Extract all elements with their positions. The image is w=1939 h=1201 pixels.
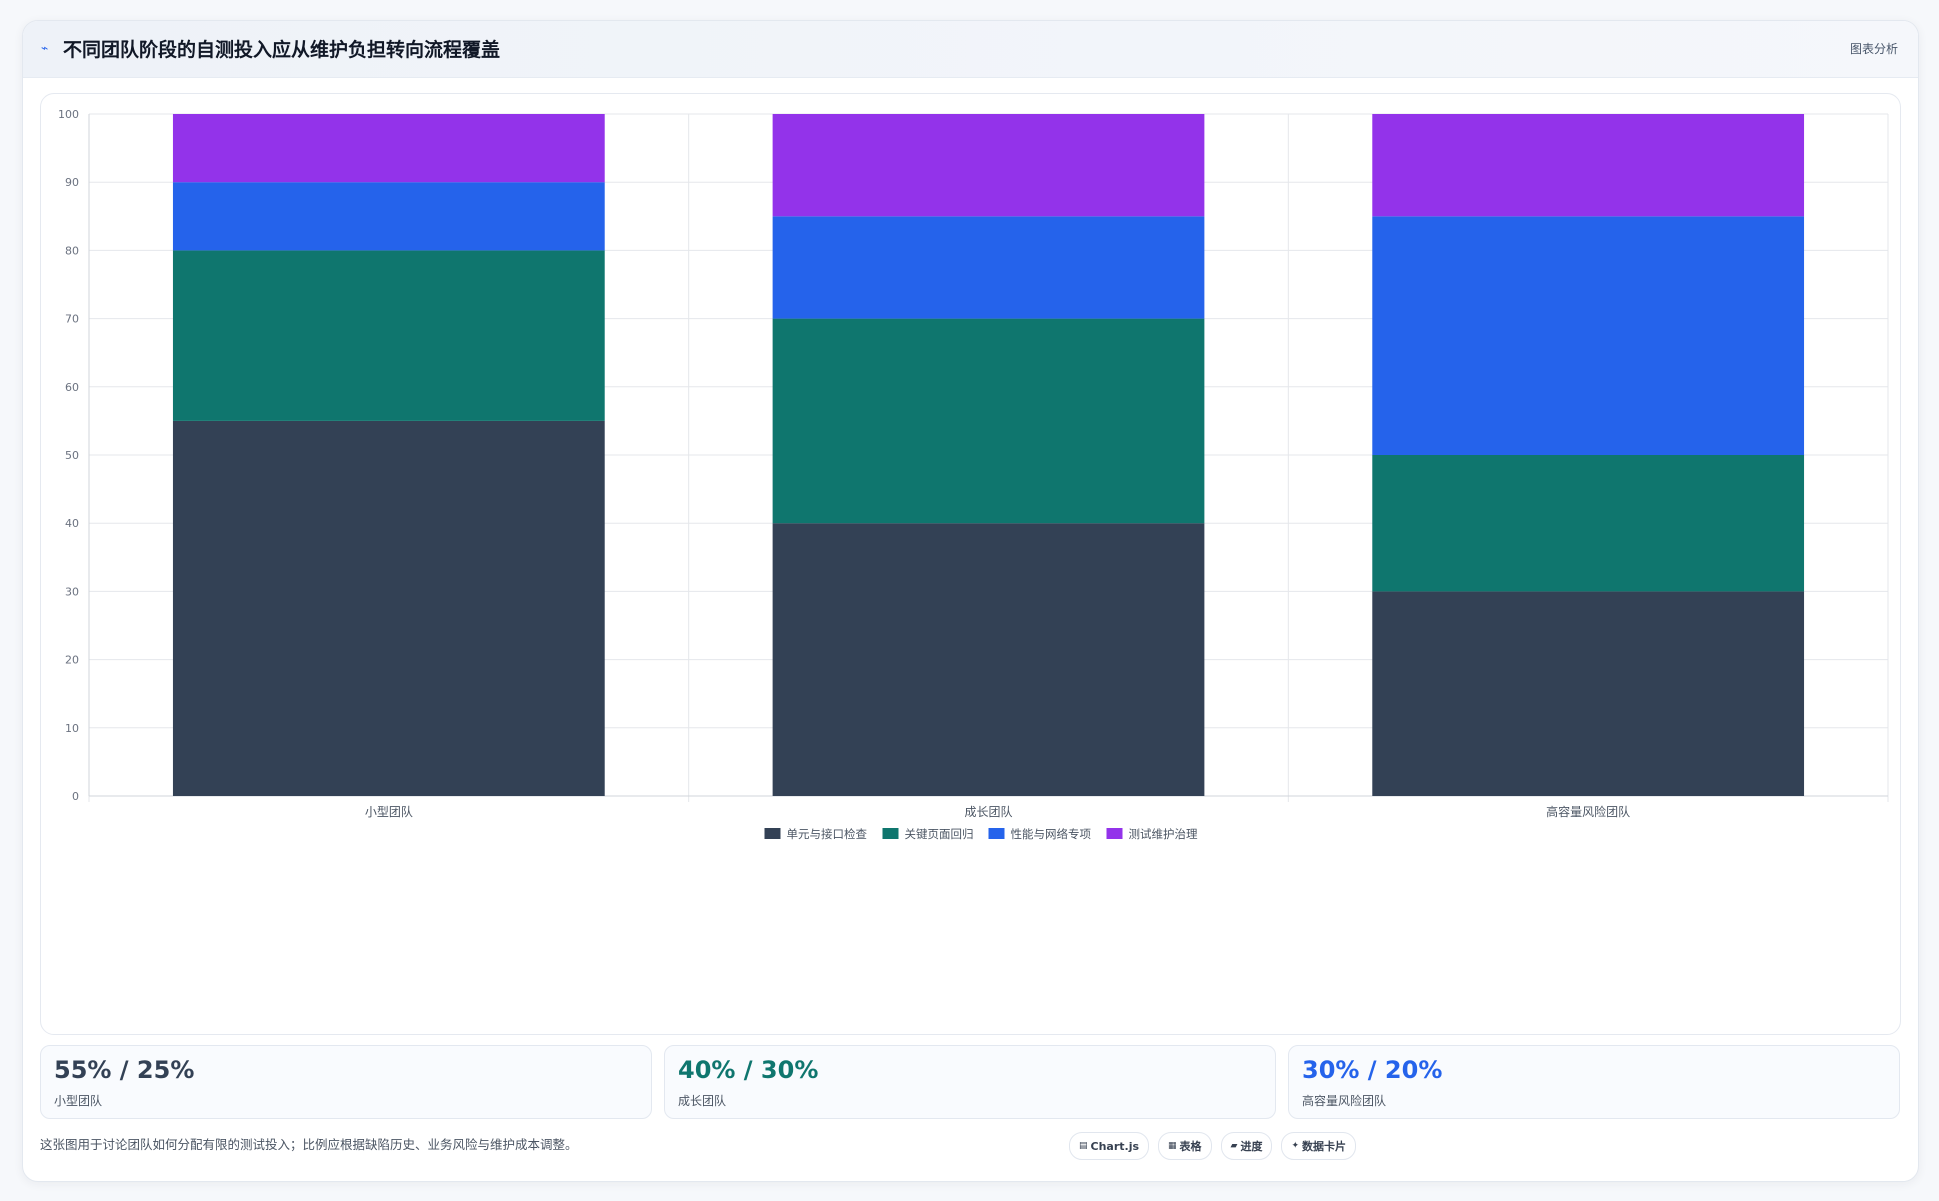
y-tick-label: 20: [65, 654, 79, 667]
bar-segment: [172, 114, 605, 183]
y-tick-label: 60: [65, 381, 79, 394]
bar-segment: [772, 523, 1205, 796]
chart-analysis-link[interactable]: 图表分析: [1849, 42, 1898, 56]
legend-swatch: [882, 828, 899, 839]
chart-icon: ▤: [1079, 1141, 1088, 1151]
legend-swatch: [1106, 828, 1123, 839]
bar-segment: [1372, 455, 1805, 592]
x-tick-label: 高容量风险团队: [1546, 804, 1630, 819]
table-icon: ▦: [1168, 1141, 1177, 1151]
chip-label: Chart.js: [1090, 1139, 1140, 1153]
sparkle-icon: ✦: [1291, 1141, 1300, 1151]
stat-card-growth-team: 40% / 30% 成长团队: [664, 1045, 1276, 1119]
chart-card: ⌁ 不同团队阶段的自测投入应从维护负担转向流程覆盖 图表分析 0 10 20 30 40…: [22, 20, 1919, 1182]
chip-label: 表格: [1179, 1140, 1202, 1153]
y-tick-label: 50: [65, 449, 79, 462]
stat-card-small-team: 55% / 25% 小型团队: [40, 1045, 652, 1119]
bar-segment: [172, 420, 605, 796]
chart-panel: 0 10 20 30 40 50 60 70 80 90 100 小型团队 成长团队 高容量风险团队单元与…: [40, 93, 1901, 1035]
y-tick-label: 100: [58, 108, 79, 121]
stat-label: 高容量风险团队: [1302, 1094, 1387, 1108]
y-tick-label: 70: [65, 313, 79, 326]
page-title: 不同团队阶段的自测投入应从维护负担转向流程覆盖: [63, 39, 501, 61]
stat-value: 30% / 20%: [1302, 1056, 1443, 1084]
bar-segment: [1372, 216, 1805, 455]
card-header: ⌁ 不同团队阶段的自测投入应从维护负担转向流程覆盖 图表分析: [23, 21, 1918, 78]
bar-segment: [172, 182, 605, 251]
chip-label: 进度: [1240, 1140, 1263, 1153]
chart-footnote: 这张图用于讨论团队如何分配有限的测试投入；比例应根据缺陷历史、业务风险与维护成本…: [40, 1137, 578, 1152]
legend-label: 关键页面回归: [905, 827, 974, 841]
stacked-bar-chart: 0 10 20 30 40 50 60 70 80 90 100 小型团队 成长团队 高容量风险团队单元与…: [58, 108, 1889, 841]
stat-value: 40% / 30%: [678, 1056, 819, 1084]
y-tick-label: 90: [65, 176, 79, 189]
chip-progress[interactable]: ▰ 进度: [1220, 1132, 1273, 1160]
stat-value: 55% / 25%: [54, 1056, 195, 1084]
y-tick-label: 40: [65, 517, 79, 530]
bar-segment: [172, 250, 605, 421]
progress-icon: ▰: [1230, 1141, 1238, 1151]
x-tick-label: 小型团队: [365, 804, 413, 819]
line-chart-icon: ⌁: [41, 41, 49, 55]
y-tick-label: 10: [65, 722, 79, 735]
tag-chips: ▤ Chart.js ▦ 表格 ▰ 进度 ✦ 数据卡片: [1069, 1132, 1357, 1160]
chip-chartjs[interactable]: ▤ Chart.js: [1069, 1132, 1150, 1160]
y-tick-label: 0: [72, 790, 79, 803]
stat-label: 成长团队: [678, 1094, 727, 1108]
bar-segment: [772, 114, 1205, 217]
bar-segment: [772, 318, 1205, 524]
chip-data-card[interactable]: ✦ 数据卡片: [1281, 1132, 1357, 1160]
legend-swatch: [988, 828, 1005, 839]
legend-label: 性能与网络专项: [1011, 827, 1092, 841]
bar-segment: [1372, 591, 1805, 796]
y-tick-label: 80: [65, 244, 79, 257]
y-tick-label: 30: [65, 585, 79, 598]
bar-segment: [772, 216, 1205, 319]
x-tick-label: 成长团队: [964, 804, 1012, 819]
legend-label: 测试维护治理: [1129, 827, 1198, 841]
chip-label: 数据卡片: [1302, 1140, 1347, 1153]
chip-table[interactable]: ▦ 表格: [1158, 1132, 1212, 1160]
bar-segment: [1372, 114, 1805, 217]
stat-label: 小型团队: [54, 1094, 103, 1108]
legend-swatch: [764, 828, 781, 839]
legend-label: 单元与接口检查: [787, 827, 868, 841]
stat-card-high-volume-team: 30% / 20% 高容量风险团队: [1288, 1045, 1900, 1119]
